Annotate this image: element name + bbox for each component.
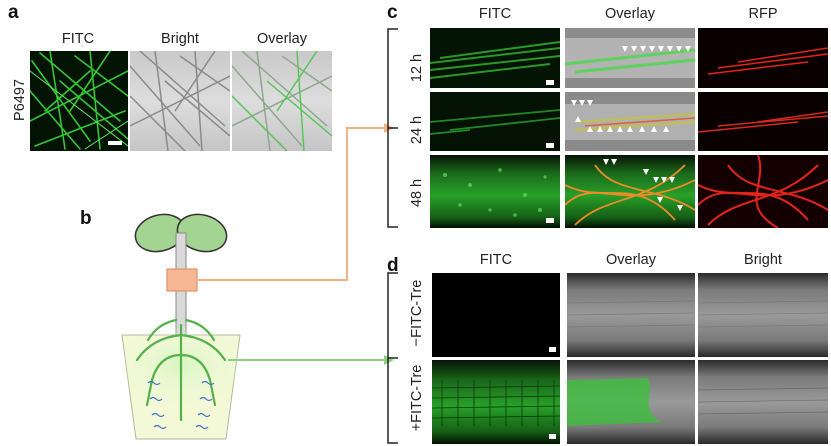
panel-d-scale-bar-minus	[549, 347, 556, 352]
panel-c-fitc-48h-image	[430, 155, 560, 228]
panel-a-col-bright: Bright	[161, 31, 199, 47]
panel-c-overlay-48h-image	[565, 155, 695, 228]
panel-c-label: c	[387, 2, 398, 23]
panel-d-bright-minus-image	[698, 273, 828, 357]
panel-c-col-rfp: RFP	[748, 6, 778, 22]
panel-d-col-overlay: Overlay	[606, 252, 656, 268]
panel-c-row-12h: 12 h	[409, 53, 425, 83]
panel-d-fitc-minus-image	[432, 273, 560, 357]
panel-b-label: b	[80, 208, 92, 229]
panel-c-row-bracket	[387, 28, 398, 228]
panel-a-bright-image	[130, 51, 230, 151]
panel-a-fitc-image	[30, 51, 128, 151]
panel-d-row-minus-fitc-tre: −FITC-Tre	[409, 279, 425, 347]
panel-d-col-bright: Bright	[744, 252, 782, 268]
panel-c-col-overlay: Overlay	[605, 6, 655, 22]
plant-pot-illustration	[115, 213, 247, 440]
panel-c-scale-bar-48h	[546, 218, 554, 223]
panel-a-overlay-image	[232, 51, 332, 151]
panel-c-scale-bar-24h	[546, 143, 554, 148]
panel-d-bright-plus-image	[698, 360, 828, 444]
panel-a-scale-bar	[108, 141, 122, 145]
panel-d-scale-bar-plus	[549, 434, 556, 439]
panel-a-label: a	[8, 2, 19, 23]
panel-a-col-overlay: Overlay	[257, 31, 307, 47]
panel-d-overlay-plus-image	[567, 360, 695, 444]
panel-c-rfp-12h-image	[698, 28, 828, 88]
panel-c-overlay-12h-image	[565, 28, 695, 88]
panel-d-label: d	[387, 255, 399, 276]
panel-d-fitc-plus-image	[432, 360, 560, 444]
panel-d-row-plus-fitc-tre: +FITC-Tre	[409, 364, 425, 432]
panel-c-col-fitc: FITC	[478, 6, 512, 22]
panel-c-fitc-12h-image	[430, 28, 560, 88]
panel-c-rfp-24h-image	[698, 92, 828, 151]
panel-c-row-24h: 24 h	[409, 115, 425, 145]
panel-c-row-48h: 48 h	[409, 178, 425, 208]
panel-c-fitc-24h-image	[430, 92, 560, 151]
panel-d-row-bracket	[387, 272, 398, 444]
panel-a-col-fitc: FITC	[61, 31, 95, 47]
panel-c-overlay-24h-image	[565, 92, 695, 151]
panel-d-col-fitc: FITC	[479, 252, 513, 268]
panel-c-scale-bar-12h	[546, 80, 554, 85]
panel-d-overlay-minus-image	[567, 273, 695, 357]
panel-c-rfp-48h-image	[698, 155, 828, 228]
